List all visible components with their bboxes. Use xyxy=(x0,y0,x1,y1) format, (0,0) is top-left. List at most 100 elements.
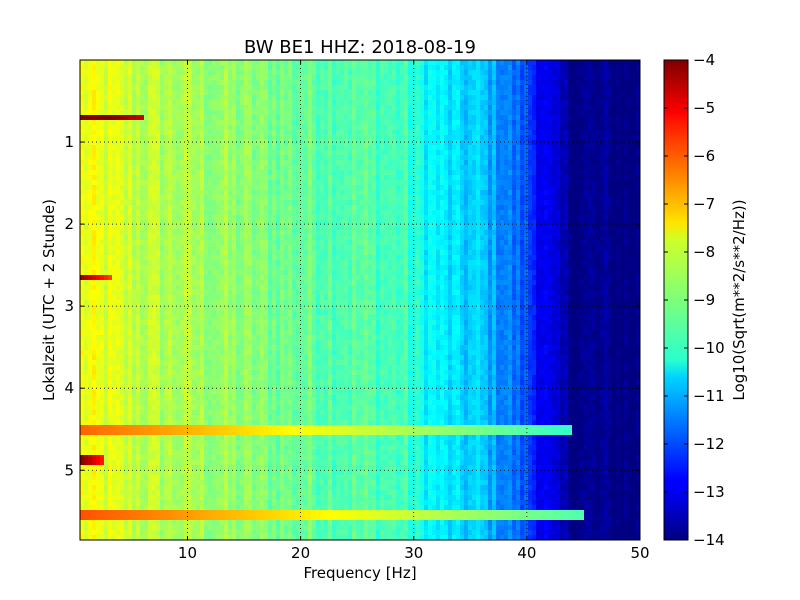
heatmap-cell xyxy=(348,185,353,191)
heatmap-cell xyxy=(376,85,381,91)
heatmap-cell xyxy=(492,190,497,196)
heatmap-cell xyxy=(576,115,581,121)
heatmap-cell xyxy=(272,80,277,86)
heatmap-cell xyxy=(380,100,385,106)
heatmap-cell xyxy=(188,105,193,111)
heatmap-cell xyxy=(516,180,521,186)
heatmap-cell xyxy=(288,165,293,171)
heatmap-cell xyxy=(512,205,517,211)
heatmap-cell xyxy=(592,90,597,96)
heatmap-cell xyxy=(224,130,229,136)
heatmap-cell xyxy=(568,200,573,206)
heatmap-cell xyxy=(508,160,513,166)
heatmap-cell xyxy=(292,70,297,76)
heatmap-cell xyxy=(392,155,397,161)
heatmap-cell xyxy=(580,125,585,131)
heatmap-cell xyxy=(520,210,525,216)
heatmap-cell xyxy=(508,210,513,216)
heatmap-cell xyxy=(452,60,457,66)
heatmap-cell xyxy=(148,210,153,216)
heatmap-cell xyxy=(604,80,609,86)
heatmap-cell xyxy=(220,125,225,131)
heatmap-cell xyxy=(276,200,281,206)
heatmap-cell xyxy=(204,60,209,66)
heatmap-cell xyxy=(256,60,261,66)
heatmap-cell xyxy=(532,165,537,171)
heatmap-cell xyxy=(284,160,289,166)
heatmap-cell xyxy=(464,110,469,116)
heatmap-cell xyxy=(200,120,205,126)
heatmap-cell xyxy=(524,145,529,151)
heatmap-cell xyxy=(96,95,101,101)
heatmap-cell xyxy=(248,90,253,96)
heatmap-cell xyxy=(508,110,513,116)
heatmap-cell xyxy=(308,125,313,131)
heatmap-cell xyxy=(348,85,353,91)
heatmap-cell xyxy=(560,225,565,231)
heatmap-cell xyxy=(500,110,505,116)
heatmap-cell xyxy=(104,220,109,226)
heatmap-cell xyxy=(544,95,549,101)
heatmap-cell xyxy=(476,230,481,236)
heatmap-cell xyxy=(452,210,457,216)
heatmap-cell xyxy=(532,170,537,176)
heatmap-cell xyxy=(324,60,329,66)
heatmap-cell xyxy=(528,90,533,96)
heatmap-cell xyxy=(148,220,153,226)
heatmap-cell xyxy=(208,190,213,196)
heatmap-cell xyxy=(552,60,557,66)
heatmap-cell xyxy=(124,95,129,101)
heatmap-cell xyxy=(100,90,105,96)
heatmap-cell xyxy=(220,185,225,191)
heatmap-cell xyxy=(588,225,593,231)
heatmap-cell xyxy=(544,140,549,146)
heatmap-cell xyxy=(120,190,125,196)
heatmap-cell xyxy=(188,100,193,106)
heatmap-cell xyxy=(524,115,529,121)
heatmap-cell xyxy=(592,105,597,111)
heatmap-cell xyxy=(584,105,589,111)
heatmap-cell xyxy=(596,210,601,216)
heatmap-cell xyxy=(84,205,89,211)
heatmap-cell xyxy=(540,205,545,211)
heatmap-cell xyxy=(628,180,633,186)
heatmap-cell xyxy=(524,140,529,146)
heatmap-cell xyxy=(384,105,389,111)
heatmap-cell xyxy=(524,85,529,91)
heatmap-cell xyxy=(120,155,125,161)
heatmap-cell xyxy=(184,75,189,81)
heatmap-cell xyxy=(632,180,637,186)
heatmap-cell xyxy=(288,100,293,106)
heatmap-cell xyxy=(536,170,541,176)
heatmap-cell xyxy=(188,165,193,171)
heatmap-cell xyxy=(384,185,389,191)
heatmap-cell xyxy=(452,150,457,156)
heatmap-cell xyxy=(364,155,369,161)
heatmap-cell xyxy=(368,145,373,151)
heatmap-cell xyxy=(436,180,441,186)
heatmap-cell xyxy=(452,195,457,201)
heatmap-cell xyxy=(180,225,185,231)
heatmap-cell xyxy=(212,65,217,71)
heatmap-cell xyxy=(276,110,281,116)
heatmap-cell xyxy=(120,175,125,181)
heatmap-cell xyxy=(376,235,381,241)
heatmap-cell xyxy=(404,235,409,241)
heatmap-cell xyxy=(512,190,517,196)
heatmap-cell xyxy=(496,205,501,211)
heatmap-cell xyxy=(376,185,381,191)
heatmap-cell xyxy=(536,225,541,231)
heatmap-cell xyxy=(332,85,337,91)
heatmap-cell xyxy=(296,200,301,206)
heatmap-cell xyxy=(572,155,577,161)
heatmap-cell xyxy=(424,65,429,71)
heatmap-cell xyxy=(236,70,241,76)
heatmap-cell xyxy=(392,85,397,91)
heatmap-cell xyxy=(416,120,421,126)
heatmap-cell xyxy=(172,110,177,116)
heatmap-cell xyxy=(104,65,109,71)
heatmap-cell xyxy=(348,205,353,211)
heatmap-cell xyxy=(372,170,377,176)
heatmap-cell xyxy=(548,95,553,101)
heatmap-cell xyxy=(100,225,105,231)
